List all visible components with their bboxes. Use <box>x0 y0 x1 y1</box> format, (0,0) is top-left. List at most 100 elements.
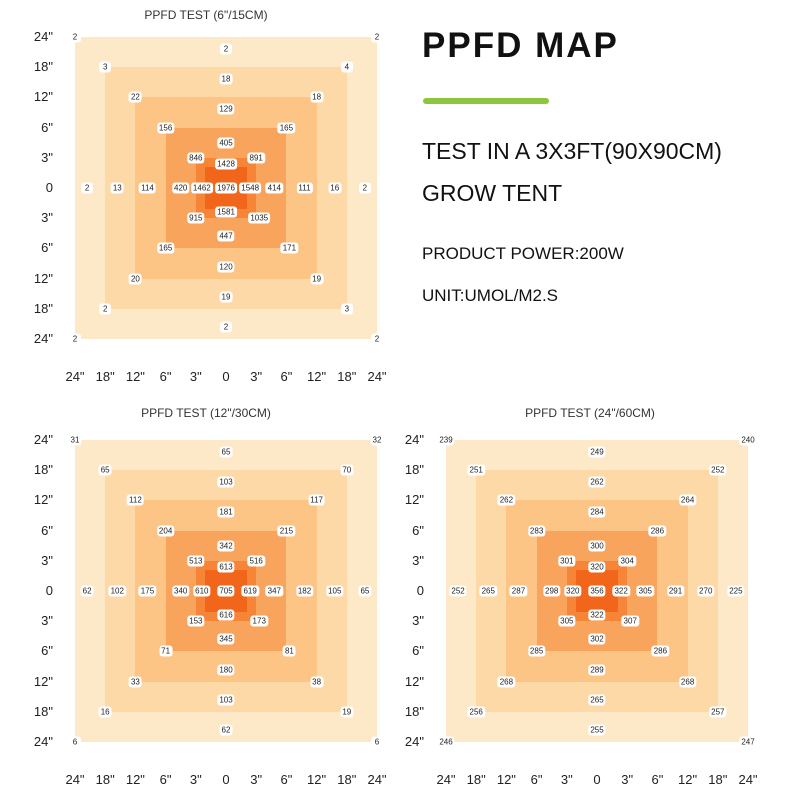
y-tick-label: 6" <box>412 522 424 538</box>
ppfd-value: 2 <box>99 303 112 315</box>
ppfd-value: 6 <box>371 736 383 748</box>
ppfd-value: 13 <box>110 182 124 194</box>
x-tick-label: 3" <box>621 772 634 787</box>
ppfd-value: 265 <box>479 585 497 597</box>
ppfd-value: 264 <box>678 494 697 506</box>
ppfd-value: 286 <box>648 525 667 537</box>
ppfd-value: 915 <box>187 212 205 224</box>
ppfd-value: 19 <box>340 706 354 718</box>
ppfd-value: 302 <box>588 633 606 645</box>
ppfd-value: 252 <box>709 464 727 476</box>
y-tick-label: 3" <box>412 552 424 568</box>
y-tick-label: 3" <box>41 210 53 226</box>
ppfd-value: 891 <box>247 152 265 164</box>
chart-title: PPFD TEST (6"/15CM) <box>144 8 268 22</box>
ppfd-value: 268 <box>497 676 516 688</box>
ppfd-value: 262 <box>588 476 606 488</box>
ppfd-value: 262 <box>497 494 516 506</box>
y-tick-label: 18" <box>404 703 424 719</box>
ppfd-value: 22 <box>128 91 142 103</box>
y-tick-label: 3" <box>412 613 424 629</box>
ppfd-value: 65 <box>358 585 372 597</box>
info-unit: UNIT:UMOL/M2.S <box>422 286 559 305</box>
x-tick-label: 6" <box>280 772 293 787</box>
ppfd-value: 285 <box>527 645 546 657</box>
y-tick-label: 24" <box>404 734 424 749</box>
ppfd-value: 846 <box>187 152 205 164</box>
ppfd-value: 239 <box>437 434 455 446</box>
x-tick-label: 0 <box>593 772 601 787</box>
ppfd-value: 2 <box>358 182 371 194</box>
x-tick-label: 24" <box>65 369 85 384</box>
ppfd-value: 31 <box>68 434 82 446</box>
ppfd-value: 173 <box>250 615 268 627</box>
ppfd-value: 414 <box>265 182 283 194</box>
ppfd-value: 215 <box>277 525 296 537</box>
y-tick-label: 18" <box>33 59 53 75</box>
ppfd-value: 420 <box>172 182 190 194</box>
ppfd-value: 16 <box>98 706 112 718</box>
x-tick-label: 6" <box>159 369 172 384</box>
x-tick-label: 12" <box>307 772 327 787</box>
ppfd-value: 70 <box>340 464 354 476</box>
ppfd-value: 304 <box>618 555 636 567</box>
chart-title: PPFD TEST (24"/60CM) <box>525 406 655 420</box>
x-tick-label: 24" <box>436 772 456 787</box>
ppfd-value: 270 <box>697 585 715 597</box>
ppfd-value: 286 <box>651 645 670 657</box>
y-tick-label: 0 <box>416 583 424 598</box>
ppfd-value: 117 <box>308 494 325 506</box>
x-tick-label: 3" <box>189 369 202 384</box>
x-tick-label: 12" <box>496 772 516 787</box>
y-tick-label: 24" <box>33 734 53 749</box>
x-tick-label: 12" <box>678 772 698 787</box>
ppfd-value: 356 <box>588 585 606 597</box>
ppfd-value: 301 <box>558 555 576 567</box>
ppfd-value: 2 <box>81 182 94 194</box>
y-tick-label: 6" <box>41 240 53 256</box>
ppfd-value: 225 <box>727 585 745 597</box>
ppfd-value: 298 <box>543 585 561 597</box>
ppfd-value: 4 <box>340 61 353 73</box>
y-tick-label: 18" <box>33 703 53 719</box>
ppfd-value: 265 <box>588 694 606 706</box>
ppfd-value: 1976 <box>215 182 237 194</box>
ppfd-value: 320 <box>588 561 606 573</box>
y-tick-label: 6" <box>41 522 53 538</box>
ppfd-value: 616 <box>217 609 235 621</box>
ppfd-value: 405 <box>217 137 235 149</box>
y-tick-label: 12" <box>33 492 53 508</box>
ppfd-value: 103 <box>217 694 235 706</box>
ppfd-value: 129 <box>217 103 235 115</box>
ppfd-value: 283 <box>527 525 546 537</box>
ppfd-value: 81 <box>282 645 296 657</box>
ppfd-value: 2 <box>371 333 383 345</box>
y-tick-label: 24" <box>33 29 53 44</box>
ppfd-value: 322 <box>588 609 606 621</box>
ppfd-value: 613 <box>217 561 235 573</box>
ppfd-value: 156 <box>156 122 175 134</box>
ppfd-value: 287 <box>509 585 528 597</box>
ppfd-value: 6 <box>69 736 81 748</box>
ppfd-value: 619 <box>241 585 259 597</box>
ppfd-value: 289 <box>588 664 606 676</box>
x-tick-label: 18" <box>337 369 357 384</box>
x-tick-label: 3" <box>250 369 263 384</box>
ppfd-value: 111 <box>296 182 313 194</box>
y-tick-label: 12" <box>404 673 424 689</box>
ppfd-value: 16 <box>328 182 342 194</box>
ppfd-value: 153 <box>187 615 205 627</box>
ppfd-value: 305 <box>636 585 654 597</box>
ppfd-value: 291 <box>666 585 685 597</box>
ppfd-value: 251 <box>467 464 485 476</box>
x-tick-label: 3" <box>250 772 263 787</box>
x-tick-label: 24" <box>367 772 387 787</box>
ppfd-value: 71 <box>159 645 173 657</box>
ppfd-value: 3 <box>99 61 112 73</box>
ppfd-value: 18 <box>310 91 324 103</box>
ppfd-value: 62 <box>80 585 94 597</box>
y-tick-label: 24" <box>404 432 424 447</box>
ppfd-value: 2 <box>69 333 81 345</box>
ppfd-value: 112 <box>127 494 144 506</box>
ppfd-value: 32 <box>370 434 384 446</box>
